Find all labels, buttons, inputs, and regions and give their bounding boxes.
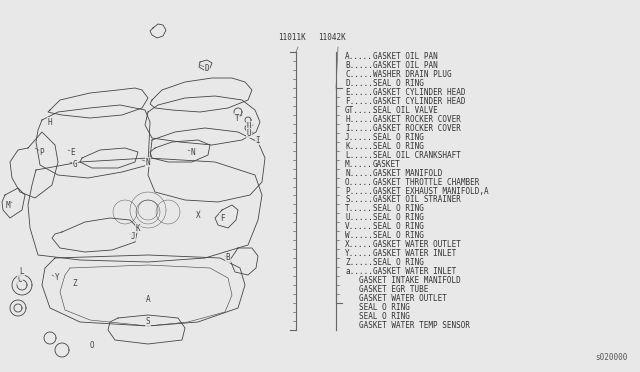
Text: O.....: O..... [345,177,372,186]
Text: SEAL O RING: SEAL O RING [373,258,424,267]
Text: GASKET CYLINDER HEAD: GASKET CYLINDER HEAD [373,88,465,97]
Text: W.....: W..... [345,231,372,240]
Text: SEAL OIL CRANKSHAFT: SEAL OIL CRANKSHAFT [373,151,461,160]
Text: SEAL O RING: SEAL O RING [373,214,424,222]
Text: M.....: M..... [345,160,372,169]
Text: GASKET WATER INLET: GASKET WATER INLET [373,249,456,258]
Text: WASHER DRAIN PLUG: WASHER DRAIN PLUG [373,70,452,79]
Text: F.....: F..... [345,97,372,106]
Text: A: A [146,295,150,305]
Text: GASKET WATER TEMP SENSOR: GASKET WATER TEMP SENSOR [359,321,470,330]
Text: SEAL O RING: SEAL O RING [359,312,410,321]
Text: 11011K: 11011K [278,33,306,42]
Text: N: N [146,157,150,167]
Text: C: C [18,276,22,285]
Text: M: M [6,201,10,209]
Text: Y: Y [54,273,60,282]
Text: GASKET WATER INLET: GASKET WATER INLET [373,267,456,276]
Text: SEAL O RING: SEAL O RING [373,205,424,214]
Text: B: B [226,253,230,263]
Text: GASKET WATER OUTLET: GASKET WATER OUTLET [359,294,447,303]
Text: P: P [40,148,44,157]
Text: F: F [220,214,224,222]
Text: GASKET ROCKER COVER: GASKET ROCKER COVER [373,115,461,124]
Text: GT.....: GT..... [345,106,378,115]
Text: I.....: I..... [345,124,372,133]
Text: GASKET ROCKER COVER: GASKET ROCKER COVER [373,124,461,133]
Text: L: L [20,267,24,276]
Text: X.....: X..... [345,240,372,249]
Text: C.....: C..... [345,70,372,79]
Text: GASKET OIL STRAINER: GASKET OIL STRAINER [373,195,461,205]
Text: GASKET WATER OUTLET: GASKET WATER OUTLET [373,240,461,249]
Text: U: U [246,128,252,138]
Text: SEAL O RING: SEAL O RING [373,222,424,231]
Text: GASKET MANIFOLD: GASKET MANIFOLD [373,169,442,177]
Text: s020000: s020000 [596,353,628,362]
Text: T: T [235,113,239,122]
Text: K.....: K..... [345,142,372,151]
Text: H: H [48,118,52,126]
Text: GASKET OIL PAN: GASKET OIL PAN [373,52,438,61]
Text: GASKET EXHAUST MANIFOLD,A: GASKET EXHAUST MANIFOLD,A [373,186,488,196]
Text: SEAL O RING: SEAL O RING [373,79,424,88]
Text: Z: Z [73,279,77,288]
Text: N: N [191,148,195,157]
Text: a.....: a..... [345,267,372,276]
Text: O: O [90,340,94,350]
Text: GASKET INTAKE MANIFOLD: GASKET INTAKE MANIFOLD [359,276,461,285]
Text: J.....: J..... [345,133,372,142]
Text: B.....: B..... [345,61,372,70]
Text: I: I [256,135,260,144]
Text: GASKET OIL PAN: GASKET OIL PAN [373,61,438,70]
Text: X: X [196,211,200,219]
Text: S: S [146,317,150,327]
Text: SEAL O RING: SEAL O RING [359,303,410,312]
Text: Y.....: Y..... [345,249,372,258]
Text: P.....: P..... [345,186,372,196]
Text: SEAL O RING: SEAL O RING [373,231,424,240]
Text: N.....: N..... [345,169,372,177]
Text: U: U [246,122,252,131]
Text: L.....: L..... [345,151,372,160]
Text: E: E [70,148,76,157]
Text: K: K [136,224,140,232]
Text: SEAL OIL VALVE: SEAL OIL VALVE [373,106,438,115]
Text: V.....: V..... [345,222,372,231]
Text: H.....: H..... [345,115,372,124]
Text: E.....: E..... [345,88,372,97]
Text: GASKET: GASKET [373,160,401,169]
Text: GASKET CYLINDER HEAD: GASKET CYLINDER HEAD [373,97,465,106]
Text: SEAL O RING: SEAL O RING [373,142,424,151]
Text: A.....: A..... [345,52,372,61]
Text: GASKET THROTTLE CHAMBER: GASKET THROTTLE CHAMBER [373,177,479,186]
Text: U.....: U..... [345,214,372,222]
Text: 11042K: 11042K [318,33,346,42]
Text: GASKET EGR TUBE: GASKET EGR TUBE [359,285,428,294]
Text: SEAL O RING: SEAL O RING [373,133,424,142]
Text: T.....: T..... [345,205,372,214]
Text: S.....: S..... [345,195,372,205]
Text: G: G [73,160,77,169]
Text: D.....: D..... [345,79,372,88]
Text: J: J [131,231,135,241]
Text: D: D [205,64,209,73]
Text: Z.....: Z..... [345,258,372,267]
